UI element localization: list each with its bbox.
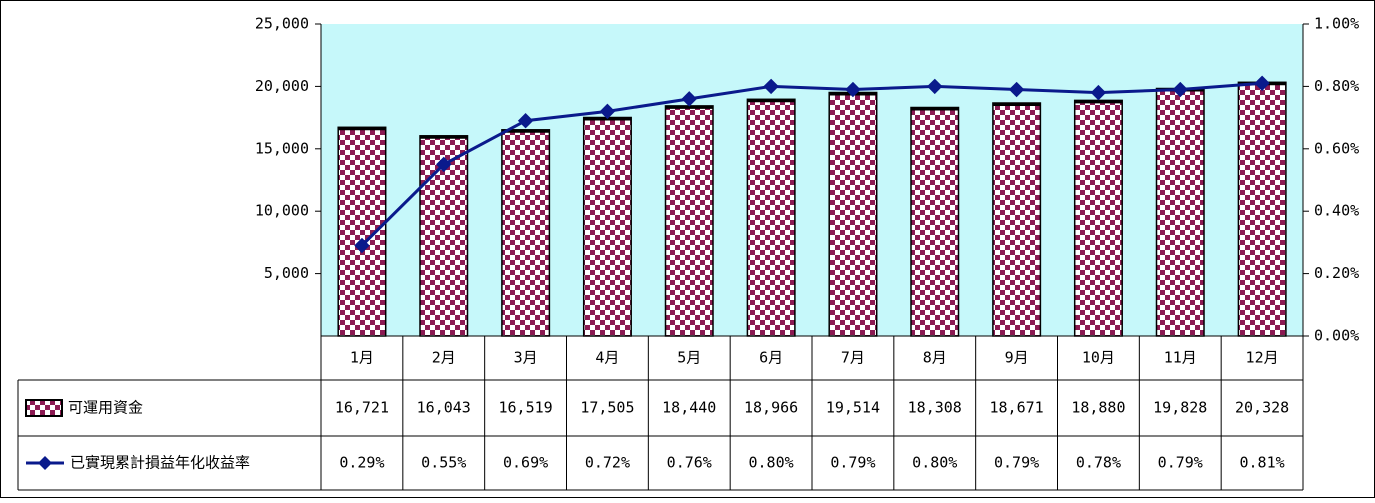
bar-value-label: 16,519 [498, 399, 552, 417]
right-axis-tick-label: 1.00% [1314, 15, 1359, 33]
category-label: 12月 [1246, 349, 1279, 367]
category-label: 8月 [923, 349, 947, 367]
line-series-return-rate [360, 81, 1263, 247]
bar-value-label: 19,828 [1153, 399, 1207, 417]
plot-area: 5,000 10,000 15,000 20,000 25,000 0.00% 0.20% 0… [255, 15, 1359, 345]
line-point-12 [1254, 75, 1270, 91]
bar-value-label: 18,966 [744, 399, 798, 417]
bar-value-label: 19,514 [826, 399, 880, 417]
line-point-7 [845, 81, 861, 98]
right-axis-tick-label: 0.20% [1314, 264, 1359, 282]
line-value-label: 0.55% [421, 454, 466, 472]
line-value-label: 0.79% [1158, 454, 1203, 472]
bar-value-label: 16,043 [417, 399, 471, 417]
bar-value-label: 18,880 [1071, 399, 1125, 417]
bar-value-label: 17,505 [580, 399, 634, 417]
category-label: 1月 [350, 349, 374, 367]
plot-background [321, 24, 1303, 336]
category-label: 2月 [432, 349, 456, 367]
category-label: 7月 [841, 349, 865, 367]
line-point-9 [1008, 81, 1025, 98]
line-point-3 [517, 113, 534, 129]
bar-5 [664, 105, 714, 337]
line-value-label: 0.79% [830, 454, 875, 472]
line-value-label: 0.72% [585, 454, 630, 472]
left-axis-tick-label: 15,000 [255, 139, 309, 157]
category-label: 11月 [1164, 349, 1197, 367]
left-axis-tick-label: 25,000 [255, 15, 309, 33]
right-axis-tick-label: 0.00% [1314, 327, 1359, 345]
category-label: 9月 [1005, 349, 1029, 367]
line-value-label: 0.79% [994, 454, 1039, 472]
category-label: 6月 [759, 349, 783, 367]
line-point-10 [1090, 84, 1107, 101]
category-label: 5月 [677, 349, 701, 367]
data-table: 1月 16,721 0.29% 2月 16,043 0.55% 3月 16,519 0.69% 4… [17, 335, 1304, 491]
bar-value-label: 18,440 [662, 399, 716, 417]
category-label: 4月 [595, 349, 619, 367]
category-label: 3月 [514, 349, 538, 367]
bar-value-label: 18,671 [989, 399, 1043, 417]
bar-3 [501, 129, 551, 337]
legend-label-line: 已實現累計損益年化收益率 [70, 454, 250, 472]
line-point-8 [927, 78, 943, 95]
right-axis-tick-label: 0.80% [1314, 77, 1359, 95]
line-value-label: 0.29% [339, 454, 384, 472]
bar-7 [828, 91, 878, 337]
legend-key-bar [25, 399, 63, 417]
bar-6 [746, 98, 796, 337]
line-point-1 [354, 237, 370, 254]
right-axis-tick-label: 0.60% [1314, 139, 1359, 157]
bar-10 [1073, 99, 1123, 337]
line-value-label: 0.80% [749, 454, 794, 472]
left-axis-tick-label: 10,000 [255, 202, 309, 220]
line-value-label: 0.78% [1076, 454, 1121, 472]
bar-value-label: 20,328 [1235, 399, 1289, 417]
left-axis-tick-label: 5,000 [264, 264, 309, 282]
line-point-2 [436, 156, 452, 173]
line-value-label: 0.76% [667, 454, 712, 472]
bar-4 [582, 116, 632, 337]
line-point-6 [763, 78, 779, 95]
line-value-label: 0.69% [503, 454, 548, 472]
left-axis-tick-label: 20,000 [255, 77, 309, 95]
line-value-label: 0.80% [912, 454, 957, 472]
line-point-4 [599, 103, 616, 120]
bar-11 [1155, 87, 1205, 337]
line-point-5 [681, 91, 697, 107]
line-point-11 [1172, 81, 1188, 98]
category-label: 10月 [1082, 349, 1115, 367]
bar-8 [910, 106, 960, 337]
bar-9 [992, 102, 1042, 337]
bar-12 [1237, 81, 1287, 337]
line-value-label: 0.81% [1240, 454, 1285, 472]
legend-label-bar: 可運用資金 [68, 399, 143, 417]
bar-1 [337, 126, 387, 337]
bar-value-label: 18,308 [908, 399, 962, 417]
legend-key-marker [38, 456, 52, 470]
bar-value-label: 16,721 [335, 399, 389, 417]
right-axis-tick-label: 0.40% [1314, 202, 1359, 220]
